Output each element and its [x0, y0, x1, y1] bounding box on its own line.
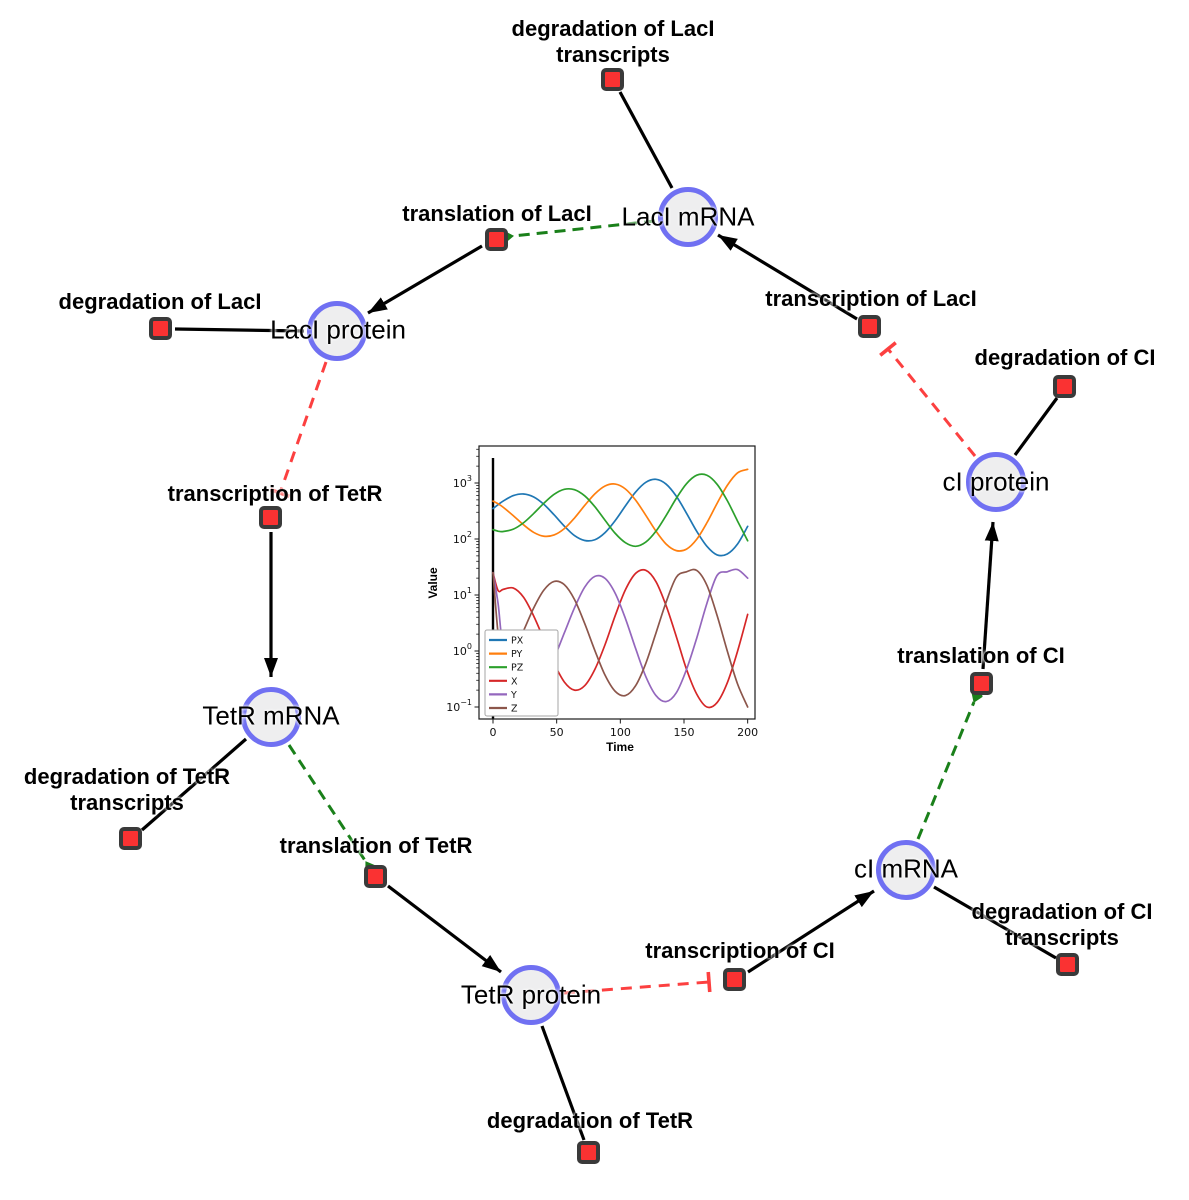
curve-X — [492, 568, 749, 709]
curve-PZ — [492, 473, 749, 548]
reaction-node-transcription-ci — [723, 968, 746, 991]
reaction-label-transcription-ci: transcription of CI — [645, 938, 835, 963]
edge-laci-protein-inhibits-transcription-tetr — [269, 361, 328, 499]
svg-text:10−1: 10−1 — [446, 698, 472, 714]
reaction-node-translation-ci — [970, 672, 993, 695]
reaction-node-transcription-laci — [858, 315, 881, 338]
plot-legend: PX PY PZ XYZ — [484, 629, 559, 717]
reaction-node-deg-tetr-transcripts — [119, 827, 142, 850]
svg-text:50: 50 — [550, 726, 564, 739]
reaction-node-transcription-tetr — [259, 506, 282, 529]
species-label-ci-mrna: cI mRNA — [854, 853, 958, 884]
reaction-label-translation-laci: translation of LacI — [402, 201, 592, 226]
svg-text:PX: PX — [511, 636, 524, 647]
reaction-label-translation-ci: translation of CI — [897, 643, 1065, 668]
species-node-tetr-mrna — [241, 687, 301, 747]
species-node-ci-mrna — [876, 840, 936, 900]
reaction-label-deg-laci: degradation of LacI — [58, 289, 262, 314]
species-label-tetr-mrna: TetR mRNA — [202, 700, 340, 731]
species-node-ci-protein — [966, 452, 1026, 512]
species-label-laci-protein: LacI protein — [270, 314, 406, 345]
svg-text:103: 103 — [453, 474, 472, 490]
svg-text:150: 150 — [673, 726, 694, 739]
svg-text:200: 200 — [737, 726, 758, 739]
svg-text:Z: Z — [511, 704, 518, 715]
species-node-tetr-protein — [501, 965, 561, 1025]
plot-axes-box — [478, 445, 756, 720]
edge-translation-tetr-to-tetr-protein — [387, 884, 502, 974]
species-label-tetr-protein: TetR protein — [460, 979, 602, 1010]
species-label-laci-mrna: LacI mRNA — [621, 201, 755, 232]
reaction-node-deg-tetr — [577, 1141, 600, 1164]
svg-text:102: 102 — [453, 530, 472, 546]
edge-translation-laci-to-laci-protein — [367, 244, 483, 315]
curve-PX — [492, 478, 749, 557]
svg-text:100: 100 — [610, 726, 631, 739]
reaction-label-transcription-laci: transcription of LacI — [765, 286, 977, 311]
reaction-label-translation-tetr: translation of TetR — [279, 833, 473, 858]
species-node-laci-protein — [307, 301, 367, 361]
reaction-node-deg-ci — [1053, 375, 1076, 398]
svg-text:0: 0 — [490, 726, 497, 739]
svg-text:X: X — [511, 676, 518, 687]
svg-text:101: 101 — [453, 586, 472, 602]
edge-ci-protein-inhibits-transcription-laci — [879, 341, 977, 457]
timecourse-curves — [492, 468, 749, 709]
reaction-label-deg-ci-transcripts: degradation of CI transcripts — [971, 899, 1153, 951]
curve-PY — [492, 468, 749, 552]
edge-ci-mrna-catalyzes-translation — [916, 686, 983, 840]
reaction-node-deg-laci — [149, 317, 172, 340]
x-axis-label: Time — [606, 740, 634, 754]
reaction-node-translation-tetr — [364, 865, 387, 888]
reaction-label-deg-tetr: degradation of TetR — [486, 1108, 694, 1133]
reaction-label-deg-ci: degradation of CI — [974, 345, 1156, 370]
reaction-node-deg-ci-transcripts — [1056, 953, 1079, 976]
svg-text:Y: Y — [510, 690, 517, 701]
svg-text:PY: PY — [511, 649, 523, 660]
edge-laci-mrna-deg-transcripts — [618, 91, 674, 189]
edge-ci-protein-deg — [1013, 397, 1059, 456]
species-label-ci-protein: cI protein — [942, 466, 1050, 497]
svg-text:100: 100 — [453, 642, 472, 658]
reaction-node-deg-laci-transcripts — [601, 68, 624, 91]
species-node-laci-mrna — [658, 187, 718, 247]
reaction-label-deg-tetr-transcripts: degradation of TetR transcripts — [23, 764, 231, 816]
curve-Z — [492, 568, 749, 708]
y-axis-label: Value — [426, 567, 440, 599]
reaction-label-deg-laci-transcripts: degradation of LacI transcripts — [511, 16, 715, 68]
svg-text:PZ: PZ — [511, 663, 524, 674]
reaction-label-transcription-tetr: transcription of TetR — [167, 481, 383, 506]
reaction-node-translation-laci — [485, 228, 508, 251]
